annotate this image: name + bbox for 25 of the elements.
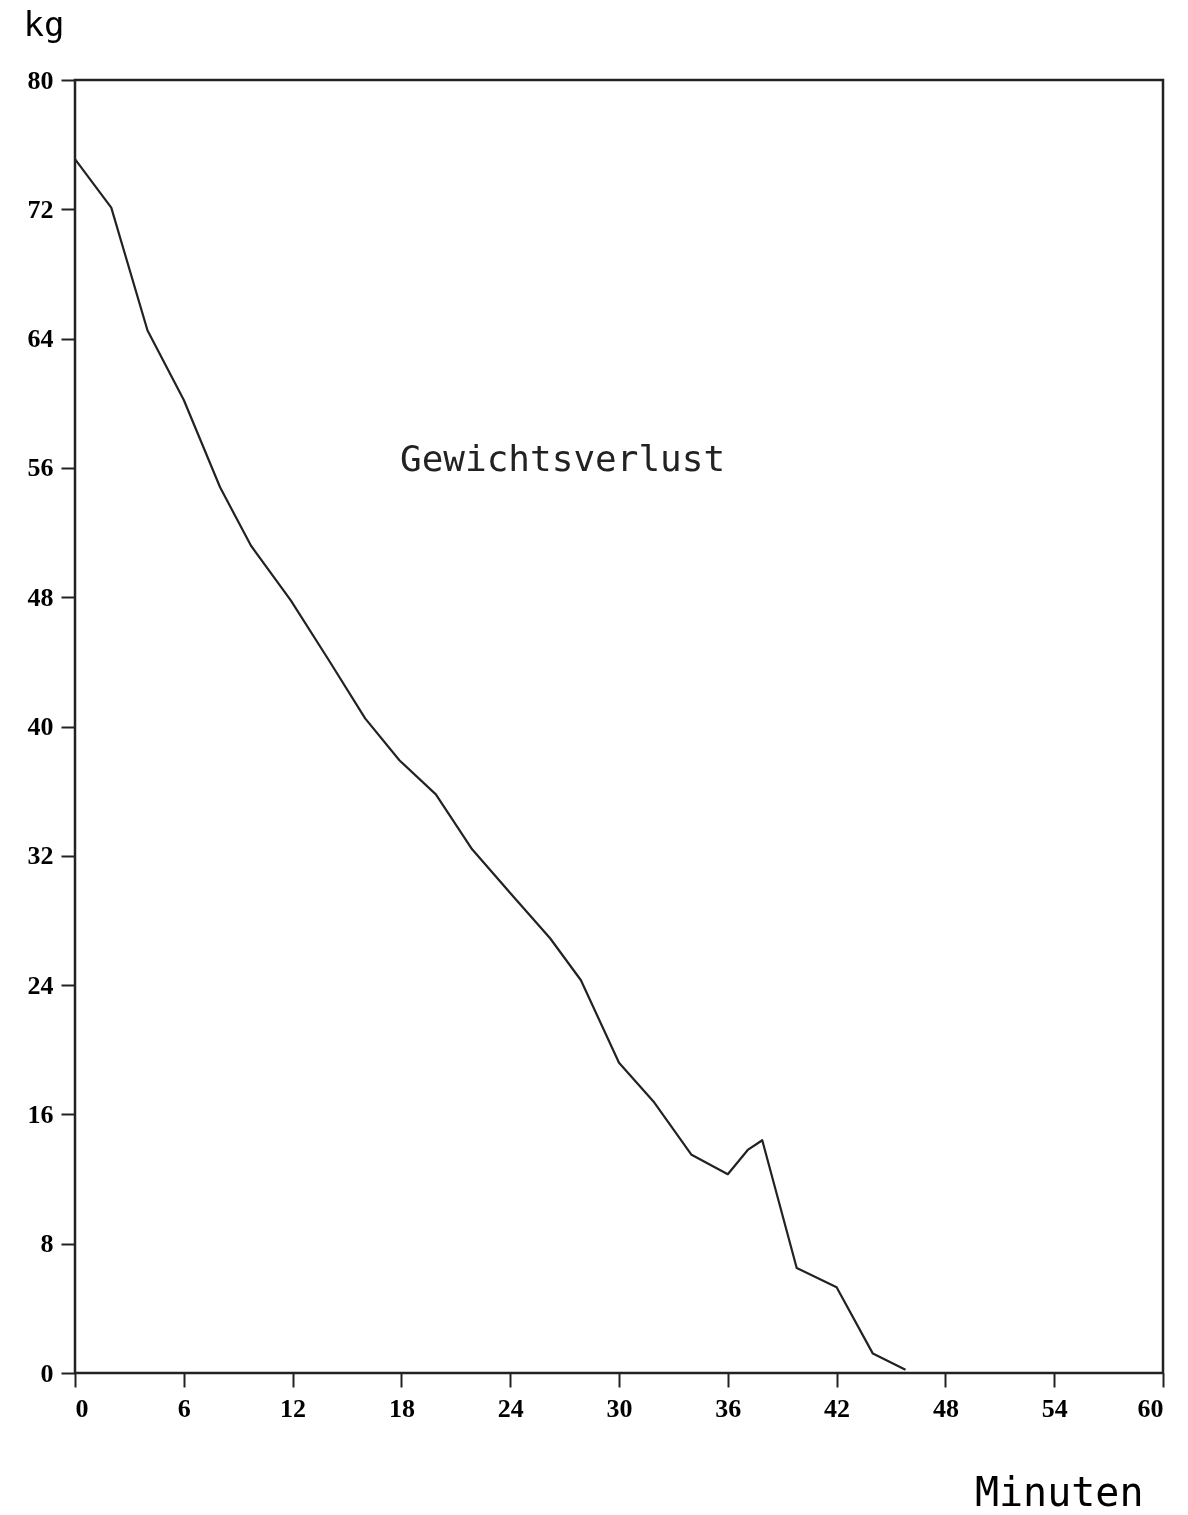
x-tick-label: 18 <box>388 1393 415 1423</box>
y-tick-label: 8 <box>40 1229 54 1259</box>
y-tick-label: 72 <box>27 194 54 224</box>
x-tick-label: 24 <box>497 1393 524 1423</box>
y-tick-label: 32 <box>27 841 54 871</box>
x-tick-label: 54 <box>1041 1393 1068 1423</box>
y-tick-label: 16 <box>27 1099 54 1129</box>
x-tick-label: 12 <box>280 1393 307 1423</box>
x-tick-label: 60 <box>1137 1393 1164 1423</box>
x-tick-label: 6 <box>177 1393 191 1423</box>
x-tick-label: 42 <box>824 1393 851 1423</box>
y-tick-label: 0 <box>40 1358 54 1388</box>
y-tick-label: 48 <box>27 582 54 612</box>
x-tick-label: 30 <box>606 1393 633 1423</box>
x-tick-label: 36 <box>715 1393 742 1423</box>
x-tick-label: 48 <box>932 1393 959 1423</box>
y-axis-title: kg <box>23 3 65 44</box>
y-tick-label: 80 <box>27 65 54 95</box>
y-tick-label: 40 <box>27 712 54 741</box>
y-tick-label: 64 <box>27 324 54 354</box>
y-tick-label: 56 <box>27 453 54 483</box>
y-tick-label: 24 <box>27 970 54 1000</box>
x-axis-title: Minuten <box>974 1468 1144 1515</box>
text: Gewichtsverlust <box>400 438 726 479</box>
x-tick-label: 0 <box>75 1393 89 1423</box>
